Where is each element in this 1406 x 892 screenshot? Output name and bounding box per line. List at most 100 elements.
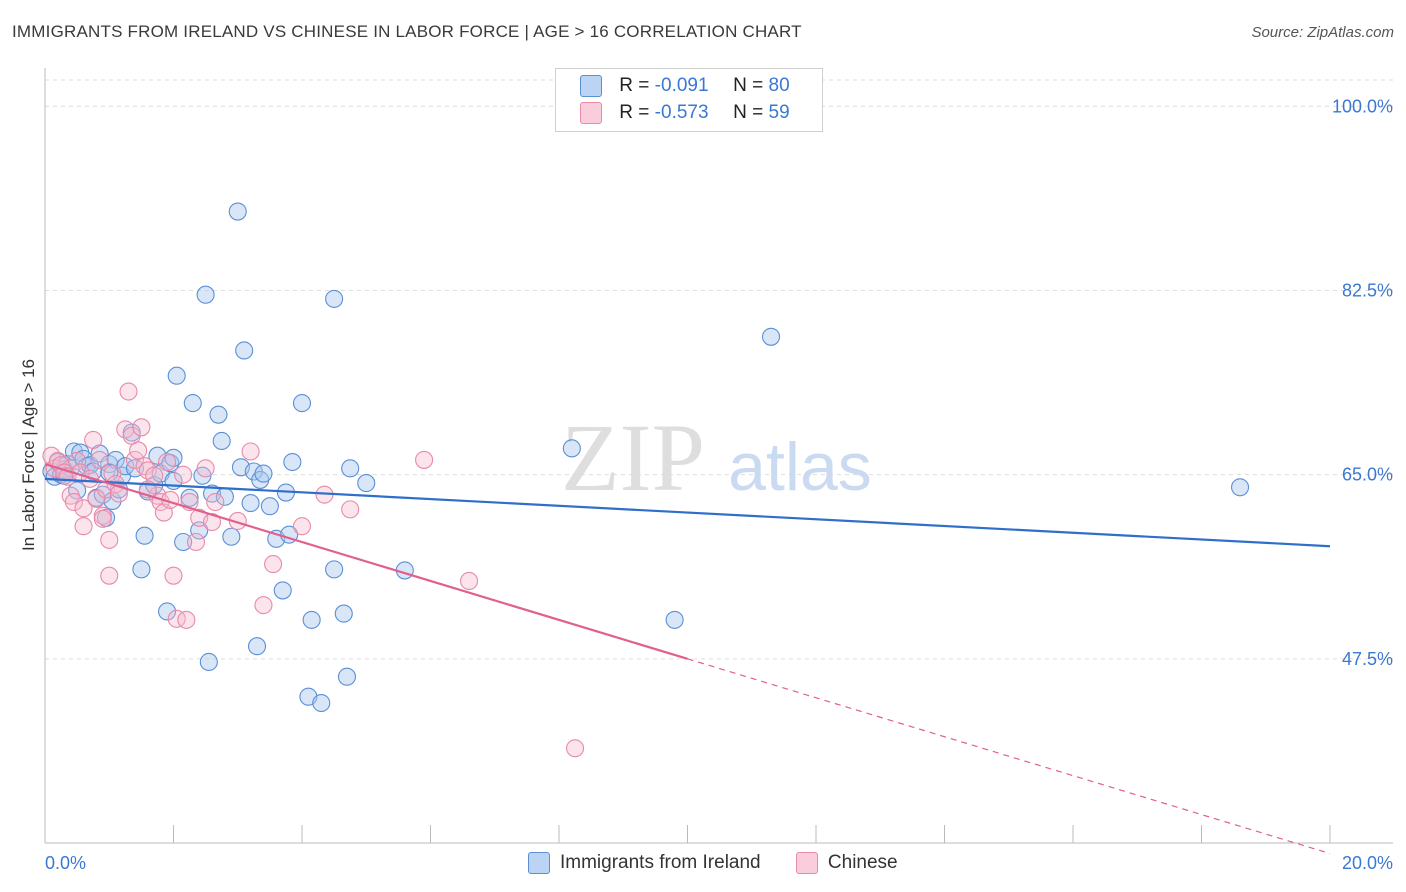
data-point-chinese: [93, 509, 112, 528]
data-point-chinese: [241, 442, 260, 461]
data-point-chinese: [415, 450, 434, 469]
legend-r-value-ireland: -0.091: [654, 75, 709, 97]
x-tick-label: 20.0%: [1342, 853, 1393, 873]
axes: [44, 68, 1393, 844]
data-point-ireland: [260, 497, 279, 516]
data-point-ireland: [254, 464, 273, 483]
legend-label-chinese: Chinese: [827, 852, 898, 874]
data-point-chinese: [566, 739, 585, 758]
legend-item-chinese: Chinese: [795, 852, 898, 874]
data-point-ireland: [761, 327, 781, 346]
legend-label-ireland: Immigrants from Ireland: [560, 852, 761, 874]
grid-lines: [45, 79, 1393, 660]
data-point-ireland: [209, 405, 228, 424]
trend-lines: [44, 463, 1331, 855]
trend-line-chinese-projection: [687, 658, 1331, 855]
data-point-ireland: [325, 289, 344, 308]
data-point-ireland: [665, 610, 684, 629]
data-point-chinese: [459, 571, 479, 590]
legend-swatch-chinese: [580, 102, 602, 124]
data-point-ireland: [273, 581, 292, 600]
data-point-chinese: [90, 450, 109, 469]
data-point-ireland: [212, 431, 231, 451]
data-point-chinese: [74, 499, 93, 518]
data-point-ireland: [357, 474, 376, 493]
x-tick-label: 0.0%: [45, 853, 86, 873]
legend-r-label: R =: [619, 75, 650, 97]
data-point-chinese: [84, 430, 103, 449]
data-point-chinese: [106, 475, 125, 494]
y-tick-label: 100.0%: [1332, 96, 1393, 116]
data-point-chinese: [64, 492, 83, 512]
data-point-ireland: [167, 366, 186, 385]
y-tick-label: 47.5%: [1342, 649, 1393, 669]
data-point-chinese: [68, 451, 87, 471]
data-point-ireland: [64, 442, 83, 461]
legend-r-label: R =: [619, 102, 650, 124]
data-point-ireland: [196, 285, 215, 304]
watermark: ZIP atlas: [561, 404, 872, 511]
data-point-chinese: [100, 566, 119, 585]
data-point-chinese: [203, 512, 222, 532]
data-point-ireland: [302, 610, 321, 629]
data-point-chinese: [132, 418, 151, 437]
legend-box: R = -0.091 N = 80 R = -0.573 N = 59: [555, 68, 823, 132]
data-point-chinese: [129, 441, 148, 460]
y-tick-label: 65.0%: [1342, 465, 1393, 485]
data-point-ireland: [337, 667, 357, 686]
data-point-ireland: [222, 527, 241, 546]
data-point-chinese: [74, 517, 93, 536]
data-point-chinese: [177, 610, 196, 629]
data-point-ireland: [283, 452, 302, 472]
data-point-ireland: [235, 341, 254, 360]
data-point-chinese: [341, 500, 360, 519]
data-point-ireland: [247, 637, 267, 656]
data-point-chinese: [174, 465, 193, 484]
data-point-ireland: [183, 394, 202, 413]
legend-row-ireland: R = -0.091 N = 80: [580, 75, 790, 101]
legend-swatch-chinese: [795, 852, 818, 874]
data-point-chinese: [87, 489, 106, 508]
trend-line-chinese: [44, 463, 688, 660]
data-point-ireland: [341, 459, 360, 478]
data-point-ireland: [180, 488, 199, 507]
legend-n-label: N =: [733, 75, 764, 97]
data-point-ireland: [292, 394, 312, 413]
data-point-chinese: [292, 517, 312, 536]
legend-n-value-chinese: 59: [768, 102, 790, 124]
tick-labels: 47.5% 65.0% 82.5% 100.0% 0.0% 20.0%: [45, 96, 1393, 873]
data-point-chinese: [264, 555, 283, 574]
data-point-ireland: [132, 560, 151, 579]
data-point-ireland: [190, 521, 209, 540]
data-point-ireland: [312, 693, 331, 713]
data-point-chinese: [100, 530, 119, 549]
data-point-chinese: [254, 596, 273, 615]
data-point-ireland: [334, 604, 353, 623]
data-point-ireland: [241, 494, 260, 513]
data-point-chinese: [164, 566, 183, 585]
data-point-chinese: [186, 532, 206, 552]
data-point-ireland: [325, 560, 344, 579]
data-point-ireland: [228, 202, 247, 221]
legend-swatch-ireland: [580, 75, 602, 97]
watermark-zip: ZIP: [561, 404, 705, 511]
data-point-chinese: [206, 492, 225, 512]
data-point-chinese: [167, 609, 186, 628]
data-point-chinese: [109, 484, 128, 503]
data-point-chinese: [158, 452, 177, 472]
data-point-ireland: [199, 652, 218, 672]
data-point-ireland: [158, 602, 177, 621]
legend-row-chinese: R = -0.573 N = 59: [580, 102, 790, 128]
y-tick-label: 82.5%: [1342, 280, 1393, 300]
legend-n-label: N =: [733, 102, 764, 124]
data-point-chinese: [196, 459, 215, 478]
legend-item-ireland: Immigrants from Ireland: [528, 852, 761, 874]
data-point-chinese: [125, 450, 144, 469]
chart-title: IMMIGRANTS FROM IRELAND VS CHINESE IN LA…: [12, 22, 802, 41]
trend-line-ireland: [44, 477, 1331, 548]
legend-n-value-ireland: 80: [768, 75, 790, 97]
data-point-ireland: [1231, 478, 1250, 497]
watermark-atlas: atlas: [728, 429, 872, 505]
legend-r-value-chinese: -0.573: [654, 102, 709, 124]
